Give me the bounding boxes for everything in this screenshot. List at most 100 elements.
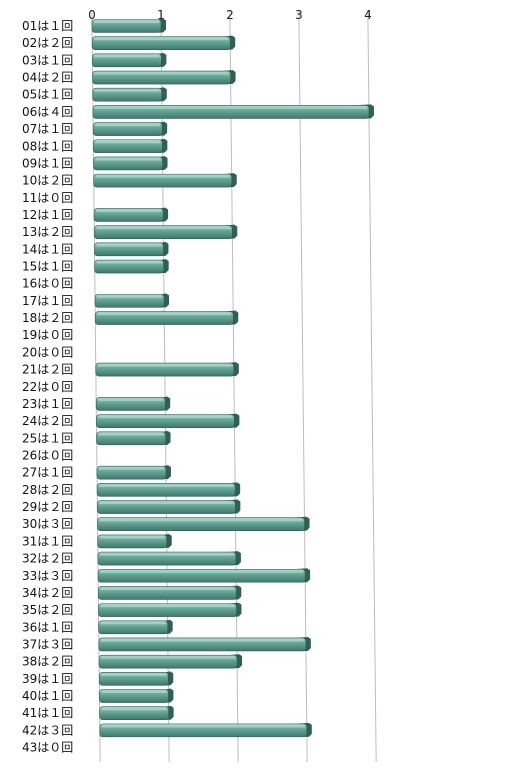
category-label: 25は１回 — [22, 431, 73, 445]
bar — [94, 310, 239, 325]
category-label: 35は２回 — [22, 603, 73, 617]
bar-highlight — [100, 638, 304, 642]
category-label: 43は０回 — [22, 741, 73, 755]
category-label: 12は１回 — [22, 208, 73, 222]
bar-highlight — [99, 535, 165, 539]
bar-highlight — [95, 175, 230, 178]
bar — [98, 602, 242, 617]
x-tick-label-4: 4 — [364, 8, 372, 22]
bar-highlight — [95, 157, 161, 161]
category-label: 08は１回 — [22, 139, 73, 153]
bar-highlight — [101, 656, 236, 659]
category-label: 16は０回 — [22, 277, 73, 291]
bar — [96, 465, 171, 480]
bar-highlight — [95, 140, 161, 144]
bar — [93, 207, 169, 222]
gridline-2 — [229, 9, 239, 763]
category-label: 06は４回 — [22, 105, 73, 119]
bar-highlight — [101, 690, 167, 694]
bar — [98, 671, 174, 686]
bar-highlight — [100, 587, 235, 590]
bar — [99, 705, 174, 721]
category-label: 33は３回 — [22, 569, 73, 583]
category-label: 13は２回 — [22, 225, 73, 239]
bar-highlight — [98, 432, 164, 436]
category-label: 02は２回 — [22, 36, 73, 50]
bar — [99, 722, 312, 738]
category-label: 10は２回 — [22, 174, 73, 188]
category-label: 11は０回 — [22, 191, 73, 205]
bar — [96, 482, 241, 497]
bar — [97, 585, 242, 600]
bar-highlight — [99, 518, 303, 522]
bar — [91, 18, 166, 33]
category-label: 09は１回 — [22, 156, 73, 170]
gridline-3 — [298, 9, 308, 763]
bar — [92, 70, 236, 85]
category-label: 37は３回 — [22, 637, 73, 651]
category-label: 27は１回 — [22, 466, 73, 480]
category-label: 39は１回 — [22, 672, 73, 686]
category-label: 20は０回 — [22, 345, 73, 359]
category-label: 40は１回 — [22, 689, 73, 703]
bar — [92, 52, 167, 68]
category-label: 29は２回 — [22, 500, 73, 514]
category-label: 03は１回 — [22, 53, 73, 67]
bar — [97, 551, 241, 566]
category-label: 04は２回 — [22, 71, 73, 85]
bar-highlight — [94, 54, 160, 58]
x-tick-label-1: 1 — [157, 8, 165, 22]
bar — [95, 396, 171, 411]
category-label: 22は０回 — [22, 380, 73, 394]
x-axis-ticks: 0 1 2 3 4 — [88, 8, 372, 22]
bar-highlight — [94, 37, 229, 41]
bar-highlight — [101, 673, 167, 676]
category-label: 15は１回 — [22, 260, 73, 274]
bar — [91, 35, 236, 50]
category-label: 41は１回 — [22, 706, 73, 720]
bar-highlight — [96, 261, 162, 264]
bar — [93, 155, 168, 171]
category-label: 14は１回 — [22, 242, 73, 256]
bar-highlight — [97, 364, 232, 367]
bar-highlight — [97, 312, 232, 316]
bar-highlight — [94, 89, 160, 92]
category-labels: 01は１回 02は２回 03は１回 04は２回 05は１回 06は４回 07は１回 08は１回… — [22, 19, 73, 755]
category-label: 42は３回 — [22, 723, 73, 737]
bar — [94, 259, 169, 274]
category-label: 01は１回 — [22, 19, 73, 33]
category-label: 05は１回 — [22, 88, 73, 102]
category-label: 17は１回 — [22, 294, 73, 308]
bar — [92, 87, 167, 102]
bar — [99, 688, 174, 703]
bar-highlight — [100, 570, 304, 573]
bar-highlight — [98, 398, 164, 401]
bar — [93, 173, 237, 188]
bar-highlight — [96, 226, 231, 230]
bar — [98, 654, 243, 669]
x-tick-label-2: 2 — [226, 8, 234, 22]
gridline-4 — [367, 9, 377, 763]
bar — [97, 499, 241, 514]
category-label: 31は１回 — [22, 534, 73, 548]
bar — [93, 138, 168, 154]
category-label: 28は２回 — [22, 483, 73, 497]
bar-highlight — [101, 707, 167, 711]
bar-highlight — [101, 724, 305, 728]
bar-highlight — [94, 72, 229, 75]
bar-highlight — [96, 209, 162, 212]
bar — [96, 413, 240, 428]
category-label: 07は１回 — [22, 122, 73, 136]
bar — [96, 430, 171, 446]
bars — [91, 18, 374, 738]
bar — [94, 241, 169, 257]
bar-highlight — [94, 20, 159, 23]
bar-highlight — [97, 295, 163, 298]
bar-highlight — [95, 123, 161, 127]
category-label: 19は０回 — [22, 328, 73, 342]
category-label: 34は２回 — [22, 586, 73, 600]
bar — [97, 533, 172, 549]
bar-highlight — [99, 553, 234, 556]
bar-highlight — [100, 621, 166, 625]
bar-highlight — [94, 106, 367, 109]
